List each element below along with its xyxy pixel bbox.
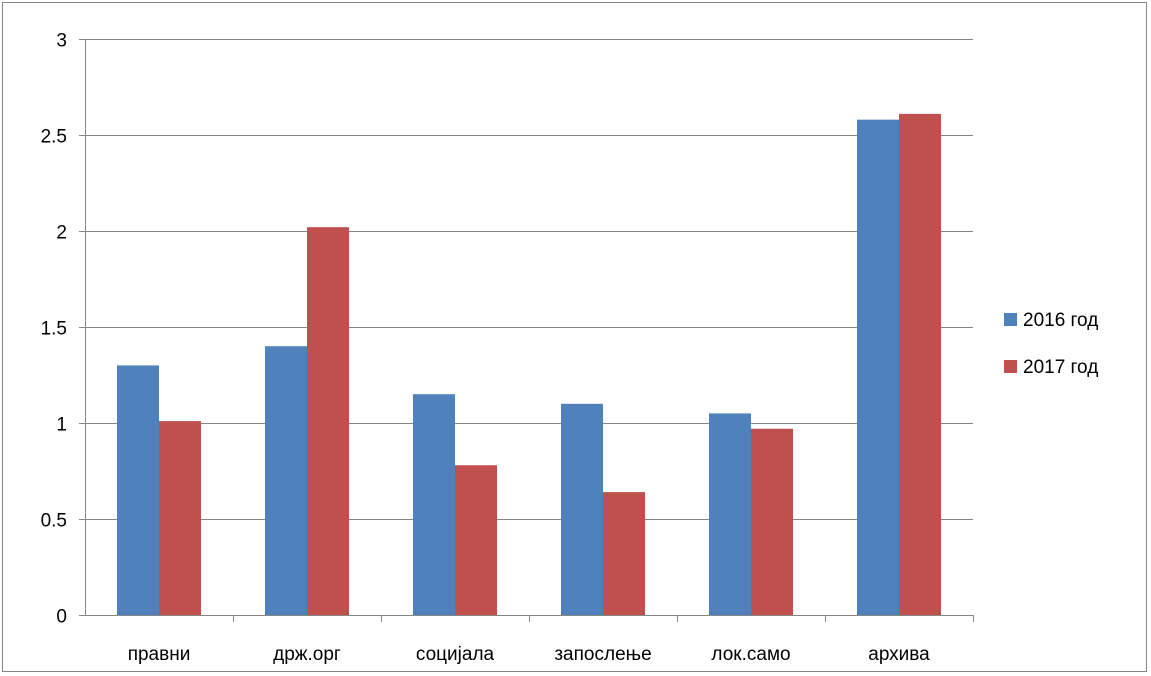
x-tick-label: правни (128, 644, 191, 665)
bars (117, 113, 941, 615)
legend-swatch (1004, 360, 1017, 373)
bar-2016-год-5 (857, 119, 899, 615)
bar-2016-год-1 (265, 346, 307, 615)
bar-2016-год-3 (561, 403, 603, 615)
y-tick-label: 1.5 (41, 319, 67, 340)
bar-2017-год-3 (603, 492, 645, 615)
bar-2017-год-5 (899, 113, 941, 615)
axes (79, 39, 974, 622)
y-tick-label: 2.5 (41, 127, 67, 148)
y-axis-ticks: 0 0.5 1 1.5 2 2.5 3 (41, 31, 67, 628)
bar-2016-год-0 (117, 365, 159, 615)
bar-2016-год-4 (709, 413, 751, 615)
x-tick-label: архива (868, 644, 930, 665)
bar-2017-год-4 (751, 428, 793, 615)
x-tick-label: лок.само (711, 644, 790, 665)
legend-label: 2016 год (1023, 310, 1098, 331)
bar-2017-год-1 (307, 227, 349, 615)
y-tick-label: 0 (56, 607, 67, 628)
bar-2016-год-2 (413, 394, 455, 615)
y-tick-label: 3 (56, 31, 67, 52)
x-tick-label: социјала (416, 644, 495, 665)
bar-2017-год-2 (455, 465, 497, 615)
legend: 2016 год 2017 год (1004, 310, 1098, 378)
x-tick-label: запослење (554, 644, 651, 665)
legend-label: 2017 год (1023, 357, 1098, 378)
y-tick-label: 2 (56, 223, 67, 244)
gridlines (79, 39, 973, 520)
x-axis-ticks: правни држ.орг социјала запослење лок.само ар… (128, 644, 930, 665)
y-tick-label: 0.5 (41, 511, 67, 532)
bar-2017-год-0 (159, 421, 201, 615)
x-tick-label: држ.орг (273, 644, 341, 665)
y-tick-label: 1 (56, 415, 67, 436)
legend-swatch (1004, 313, 1017, 326)
